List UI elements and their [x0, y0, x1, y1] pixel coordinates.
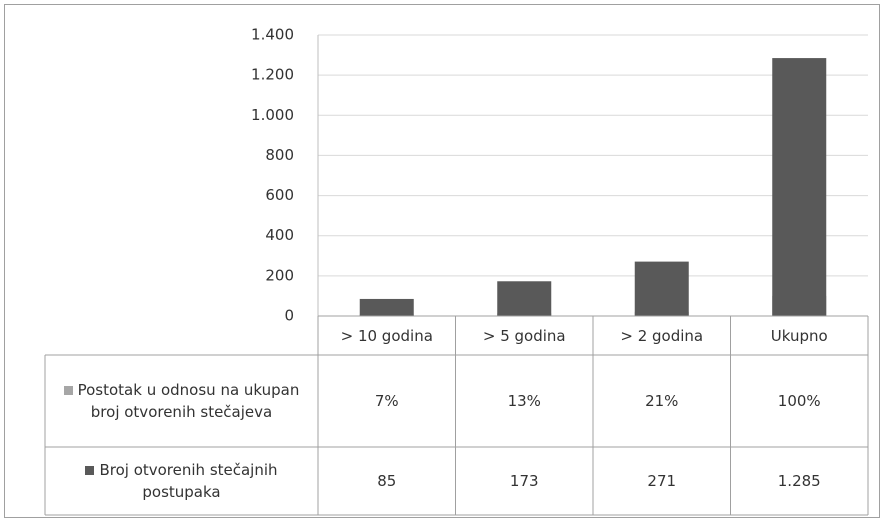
y-tick-label: 0: [284, 307, 294, 325]
category-label: > 5 godina: [482, 326, 566, 345]
data-label: 85: [377, 472, 397, 490]
y-tick-label: 400: [265, 226, 294, 244]
data-label: 173: [509, 472, 539, 490]
y-tick-label: 1.000: [251, 106, 294, 124]
data-label: 13%: [507, 392, 541, 410]
category-label: Ukupno: [770, 326, 828, 345]
y-tick-label: 800: [265, 146, 294, 164]
y-tick-label: 600: [265, 186, 294, 204]
legend-label: Broj otvorenih stečajnih postupaka: [99, 461, 278, 501]
data-label: 271: [647, 472, 677, 490]
legend-entry: Broj otvorenih stečajnih postupaka: [45, 447, 318, 515]
legend-label: Postotak u odnosu na ukupan broj otvoren…: [77, 381, 300, 421]
y-tick-label: 200: [265, 266, 294, 284]
bar: [634, 261, 689, 316]
chart-frame: [4, 4, 880, 518]
bar: [772, 58, 827, 316]
legend-key: [85, 466, 95, 475]
y-tick-label: 1.200: [251, 66, 294, 84]
data-label: 21%: [645, 392, 679, 410]
legend-entry: Postotak u odnosu na ukupan broj otvoren…: [45, 355, 318, 447]
y-tick-label: 1.400: [251, 26, 294, 44]
data-label: 1.285: [777, 472, 821, 490]
data-label: 7%: [374, 392, 399, 410]
legend-text: Postotak u odnosu na ukupan broj otvoren…: [51, 379, 312, 423]
data-label: 100%: [777, 392, 821, 410]
legend-text: Broj otvorenih stečajnih postupaka: [51, 459, 312, 503]
category-label: > 10 godina: [340, 326, 433, 345]
bar: [359, 298, 414, 316]
legend-key: [63, 386, 73, 395]
bar: [497, 281, 552, 316]
category-label: > 2 godina: [620, 326, 704, 345]
